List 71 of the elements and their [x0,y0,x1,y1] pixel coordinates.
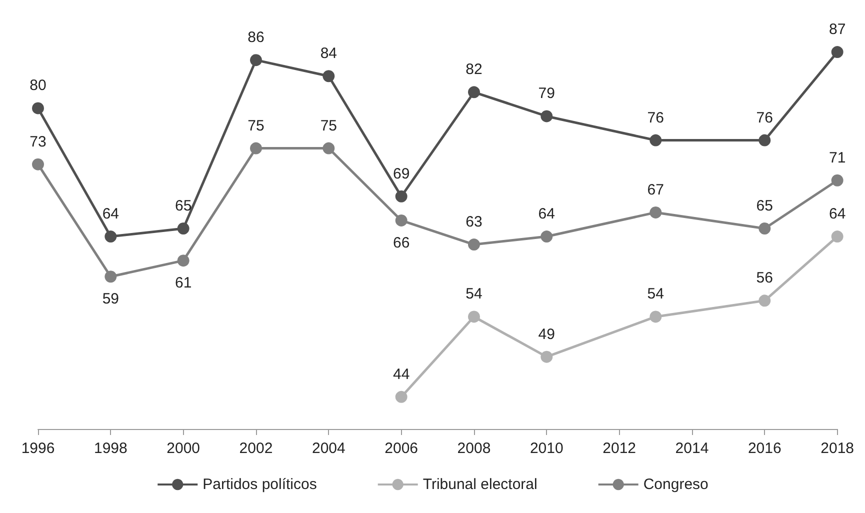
data-label: 54 [466,286,482,303]
data-label: 63 [466,214,482,231]
data-label: 75 [248,117,264,134]
data-label: 67 [647,181,664,198]
point [104,270,117,283]
data-label: 56 [756,270,773,287]
data-label: 66 [392,234,410,252]
point [650,134,662,146]
legend-label: Partidos políticos [202,476,317,493]
point [758,222,771,234]
point [32,102,44,114]
point [650,310,662,323]
x-tick-label: 2006 [384,440,418,457]
point [758,294,771,307]
point [250,54,262,66]
x-tick-label: 2010 [530,440,564,457]
data-label: 59 [102,290,120,308]
data-label: 84 [320,45,338,62]
point [650,206,662,218]
x-tick-label: 1998 [94,440,128,457]
data-label: 64 [828,206,846,223]
point [104,230,117,243]
point [395,214,408,226]
point [468,310,480,323]
point [758,134,771,146]
legend-label: Congreso [643,476,708,493]
point [540,110,553,122]
data-label: 76 [647,109,664,126]
data-label: 71 [828,149,846,166]
data-label: 75 [320,117,338,134]
data-label: 76 [756,109,773,126]
point [468,86,480,98]
data-label: 80 [30,77,46,94]
data-label: 87 [828,21,846,38]
data-label: 54 [647,286,664,303]
point [322,70,335,82]
data-label: 69 [392,165,410,182]
x-tick-label: 2012 [602,440,636,457]
point [831,174,844,186]
point [322,142,335,154]
data-label: 79 [538,85,555,102]
point [468,238,480,251]
legend-label: Tribunal electoral [422,476,538,493]
x-tick-label: 2002 [239,440,273,457]
point [32,158,44,170]
x-tick-label: 2016 [748,440,782,457]
data-label: 86 [248,29,264,46]
point [540,350,553,363]
x-tick-label: 2018 [820,440,854,457]
data-label: 44 [392,366,410,383]
x-tick-label: 1996 [21,440,55,457]
point [395,190,408,202]
point [540,230,553,243]
point [831,230,844,243]
data-label: 49 [538,326,555,343]
x-tick-label: 2008 [457,440,491,457]
data-label: 73 [30,133,46,150]
point [177,254,190,267]
point [250,142,262,154]
point [177,222,190,234]
data-label: 65 [756,198,773,214]
x-tick-label: 2000 [166,440,200,457]
data-label: 61 [174,274,192,292]
data-label: 64 [102,206,120,223]
data-label: 65 [174,198,192,214]
point [831,46,844,58]
data-label: 82 [466,61,482,78]
point [395,390,408,403]
x-tick-label: 2014 [675,440,709,457]
x-tick-label: 2004 [312,440,346,457]
data-label: 64 [538,206,555,223]
